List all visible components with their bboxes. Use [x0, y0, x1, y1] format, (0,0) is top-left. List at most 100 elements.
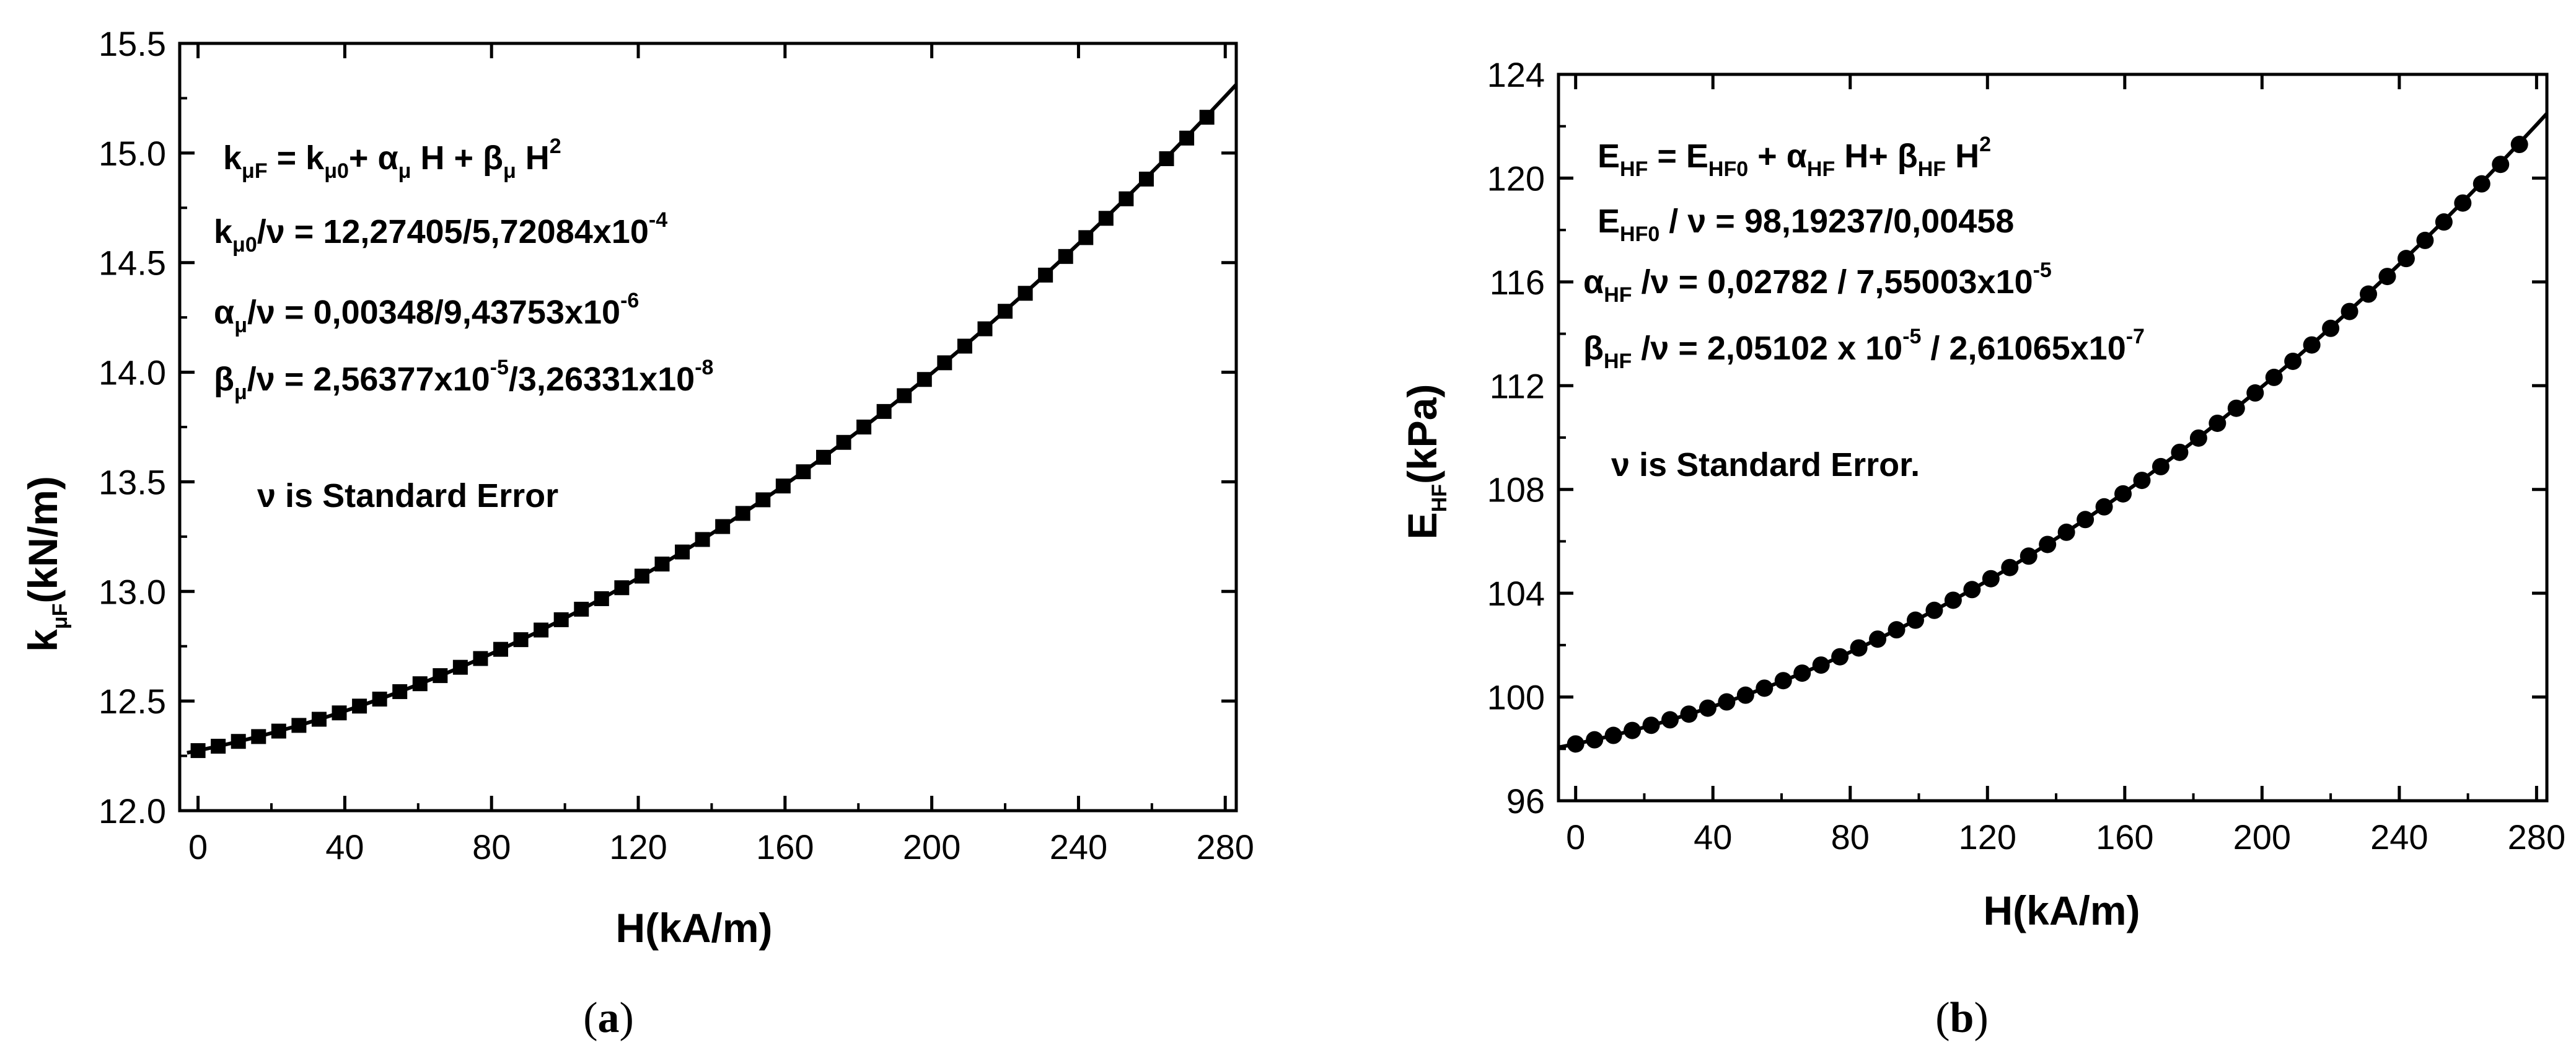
data-point	[2227, 399, 2245, 417]
data-point	[1850, 639, 1868, 657]
data-point	[897, 388, 912, 403]
data-point	[1793, 664, 1811, 682]
y-tick-label: 14.5	[99, 244, 166, 283]
data-point	[1179, 130, 1195, 146]
data-point	[1078, 230, 1094, 245]
data-point	[2360, 285, 2378, 303]
p2-sub: μ	[234, 314, 247, 337]
data-point	[1199, 110, 1215, 125]
data-point	[1869, 630, 1887, 648]
data-point	[1944, 591, 1962, 609]
data-point	[1586, 731, 1604, 749]
data-point	[1661, 711, 1679, 729]
data-point	[1888, 621, 1906, 639]
x-tick-label: 40	[325, 827, 364, 866]
data-point	[231, 734, 246, 749]
pb1-sym: E	[1598, 203, 1620, 240]
x-tick-label: 280	[1197, 827, 1254, 866]
p1-sub: μ0	[232, 233, 257, 257]
data-point	[1119, 191, 1134, 206]
axis-ticks-a: 0 40 80 120 160 200 240 280 12.0 12.5 13.0 13.5 14.0…	[99, 24, 1254, 866]
eq-sub-mu-1: μ	[398, 159, 411, 183]
data-point	[2265, 368, 2283, 386]
data-point	[594, 591, 609, 606]
eqb-s3: HF	[1807, 157, 1835, 181]
y-tick-label: 112	[1490, 366, 1545, 405]
data-point	[654, 557, 670, 572]
p2-sym: α	[214, 294, 234, 331]
data-point	[2416, 231, 2434, 249]
data-point	[2209, 414, 2227, 432]
data-point	[1756, 679, 1774, 697]
eq-sub-mu-2: μ	[503, 159, 516, 183]
data-point	[755, 492, 771, 508]
panel-caption-b: (b)	[1935, 994, 1989, 1042]
data-point	[2322, 319, 2340, 337]
equation-b: EHF = EHF0 + αHF H+ βHF H2	[1598, 133, 1991, 181]
pb3-val1: /ν = 2,05102 x 10	[1632, 330, 1902, 367]
data-point	[473, 651, 488, 666]
data-point	[2057, 523, 2075, 541]
data-point	[493, 641, 509, 657]
eqb-s4: HF	[1918, 157, 1946, 181]
data-point	[2473, 175, 2490, 193]
data-point	[332, 705, 347, 721]
eq-mid2: H + β	[411, 139, 503, 177]
data-point	[1038, 267, 1053, 283]
x-tick-label: 240	[2370, 817, 2428, 857]
param-k0-a: kμ0/ν = 12,27405/5,72084x10-4	[214, 208, 667, 257]
eqb-d: H+ β	[1835, 138, 1918, 175]
param-beta-a: βμ/ν = 2,56377x10-5/3,26331x10-8	[214, 356, 713, 404]
plot-area-a	[178, 42, 1238, 813]
y-tick-label: 116	[1490, 263, 1545, 302]
eq-mid: = k	[268, 139, 325, 177]
data-point	[775, 478, 791, 494]
eq-sup-2: 2	[550, 134, 561, 158]
y-tick-label: 104	[1487, 574, 1545, 613]
data-point	[815, 449, 831, 465]
y-tick-label: 100	[1487, 678, 1545, 717]
data-point	[2378, 268, 2396, 286]
p3-val2: /3,26331x10	[509, 361, 695, 398]
eqb-s2: HF0	[1708, 157, 1748, 181]
data-point	[433, 668, 448, 684]
y-tick-label: 108	[1487, 470, 1545, 509]
p2-sup: -6	[620, 289, 639, 312]
p3-sup1: -5	[490, 356, 509, 379]
x-tick-label: 160	[756, 827, 814, 866]
data-point	[2001, 558, 2019, 576]
pb3-sup2: -7	[2126, 325, 2145, 348]
pb3-sup1: -5	[1902, 325, 1921, 348]
data-point	[1058, 249, 1073, 264]
chart-panel-b: 0 40 80 120 160 200 240 280 96 100 104 108 112 116 120…	[1399, 55, 2565, 1042]
eqb-b: = E	[1648, 138, 1708, 175]
data-point	[190, 743, 206, 759]
data-point	[856, 420, 872, 434]
data-point	[2189, 429, 2207, 447]
y-axis-label-b: EHF(kPa)	[1399, 384, 1451, 540]
axis-ticks-b: 0 40 80 120 160 200 240 280 96 100 104 108 112 116 120…	[1487, 55, 2566, 857]
data-point	[352, 698, 367, 714]
p3-sym: β	[214, 361, 234, 398]
data-point	[2246, 384, 2264, 402]
data-point	[2510, 136, 2528, 154]
plot-area-b	[1557, 73, 2549, 803]
eq-end: H	[516, 139, 550, 177]
data-point	[2397, 250, 2415, 268]
data-point	[2020, 547, 2038, 565]
data-point	[1159, 151, 1174, 167]
data-point	[372, 691, 387, 707]
x-tick-label: 200	[2233, 817, 2291, 857]
panel-caption-a: (a)	[583, 994, 634, 1042]
data-point	[211, 739, 226, 754]
pb2-sym: α	[1583, 263, 1604, 301]
chart-panel-a: 0 40 80 120 160 200 240 280 12.0 12.5 13.0 13.5 14.0…	[20, 24, 1254, 1042]
eqb-s1: HF	[1620, 157, 1648, 181]
data-point	[271, 723, 286, 739]
data-point	[311, 712, 327, 727]
data-point	[675, 544, 690, 560]
data-point	[553, 612, 569, 627]
x-axis-label-a: H(kA/m)	[615, 905, 772, 951]
data-point	[2454, 194, 2472, 212]
data-point	[1718, 693, 1736, 711]
